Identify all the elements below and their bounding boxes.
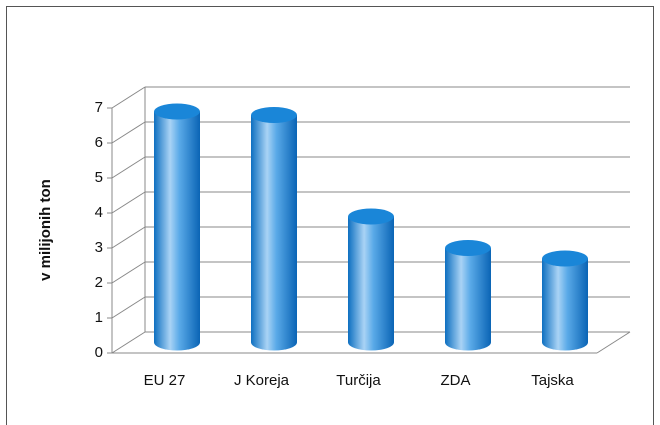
grid-line <box>111 296 146 319</box>
y-tick-label: 4 <box>95 204 103 221</box>
y-tick-label: 7 <box>95 99 103 116</box>
y-tick-label: 2 <box>95 274 103 291</box>
bar-top <box>251 107 297 123</box>
chart-frame <box>6 6 654 425</box>
bar-top <box>154 103 200 120</box>
y-axis-label: v milijonih ton <box>37 179 54 281</box>
grid-line <box>111 226 146 249</box>
grid-line <box>111 86 146 109</box>
bar <box>251 107 297 351</box>
bar-body <box>542 258 588 351</box>
bar-body <box>348 216 394 351</box>
y-tick-label: 3 <box>95 239 103 256</box>
grid-line <box>111 331 146 354</box>
x-tick-label: J Koreja <box>234 372 290 389</box>
bar-body <box>445 248 491 351</box>
x-tick-label: Turčija <box>336 372 381 389</box>
y-tick-label: 0 <box>95 344 103 361</box>
bar <box>445 240 491 351</box>
x-tick-label: Tajska <box>531 372 574 389</box>
bar <box>542 250 588 351</box>
x-tick-label: EU 27 <box>144 372 186 389</box>
grid-line <box>111 191 146 214</box>
bar-top <box>348 208 394 225</box>
grid-line <box>111 156 146 179</box>
y-tick-label: 1 <box>95 309 103 326</box>
axis-line <box>596 331 631 354</box>
bar <box>348 208 394 351</box>
bar-body <box>251 115 297 351</box>
grid-line <box>111 261 146 284</box>
bar-top <box>542 250 588 267</box>
grid-line <box>111 121 146 144</box>
bar-body <box>154 111 200 351</box>
y-tick-label: 6 <box>95 134 103 151</box>
bar-top <box>445 240 491 256</box>
bar <box>154 103 200 351</box>
y-tick-label: 5 <box>95 169 103 186</box>
x-tick-label: ZDA <box>441 372 471 389</box>
